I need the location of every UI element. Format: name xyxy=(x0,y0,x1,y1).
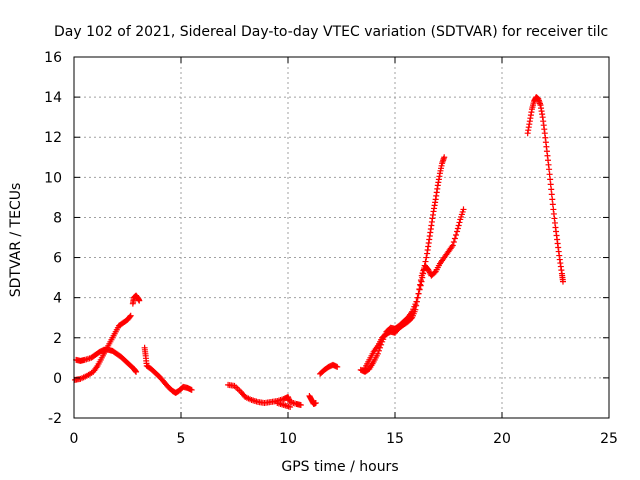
data-point xyxy=(413,302,420,309)
data-point xyxy=(449,242,456,249)
data-point xyxy=(127,312,134,319)
y-tick-label: -2 xyxy=(48,411,62,427)
y-tick-label: 14 xyxy=(44,90,62,106)
x-tick-label: 15 xyxy=(386,431,404,447)
data-point xyxy=(460,206,467,213)
data-point xyxy=(547,181,554,188)
series-arc-8 xyxy=(317,361,341,377)
data-points xyxy=(72,94,566,410)
data-point xyxy=(454,225,461,232)
data-point xyxy=(451,235,458,242)
data-point xyxy=(548,191,555,198)
x-tick-label: 25 xyxy=(600,431,618,447)
y-tick-label: 12 xyxy=(44,130,62,146)
grid-lines xyxy=(74,57,609,418)
x-tick-label: 0 xyxy=(70,431,79,447)
data-point xyxy=(549,196,556,203)
y-tick-labels: -2 0 2 4 6 8 10 12 14 16 xyxy=(44,50,62,427)
data-point xyxy=(441,154,448,161)
x-axis-label: GPS time / hours xyxy=(281,459,398,475)
series-arc-1 xyxy=(72,312,134,383)
data-point xyxy=(413,298,420,305)
series-arc-11 xyxy=(524,94,566,285)
data-point xyxy=(454,228,461,235)
data-point xyxy=(415,290,422,297)
plot-frame xyxy=(73,56,610,419)
y-tick-label: 2 xyxy=(53,331,62,347)
series-arc-7 xyxy=(306,392,319,407)
data-point xyxy=(408,315,415,322)
data-point xyxy=(559,278,566,285)
y-tick-label: 10 xyxy=(44,170,62,186)
data-point xyxy=(548,186,555,193)
data-point xyxy=(549,201,556,208)
data-point xyxy=(287,403,294,410)
data-point xyxy=(450,239,457,246)
data-point xyxy=(417,281,424,288)
x-tick-labels: 0 5 10 15 20 25 xyxy=(70,431,618,447)
x-tick-label: 10 xyxy=(279,431,297,447)
series-arc-5 xyxy=(225,381,304,408)
data-point xyxy=(188,386,195,393)
data-point xyxy=(297,401,304,408)
data-point xyxy=(417,277,424,284)
data-point xyxy=(412,306,419,313)
data-point xyxy=(126,313,133,320)
data-point xyxy=(431,269,438,276)
y-tick-label: 8 xyxy=(53,210,62,226)
y-tick-label: 4 xyxy=(53,291,62,307)
y-tick-label: 0 xyxy=(53,371,62,387)
data-point xyxy=(374,350,381,357)
data-point xyxy=(546,171,553,178)
data-point xyxy=(414,294,421,301)
data-point xyxy=(546,166,553,173)
series-arc-4 xyxy=(141,344,195,396)
data-point xyxy=(136,297,143,304)
axis-ticks xyxy=(73,56,610,419)
series-arc-10 xyxy=(362,206,467,371)
data-point xyxy=(452,231,459,238)
data-point xyxy=(456,219,463,226)
data-point xyxy=(133,368,140,375)
chart-title: Day 102 of 2021, Sidereal Day-to-day VTE… xyxy=(54,24,608,40)
data-point xyxy=(547,176,554,183)
y-axis-label: SDTVAR / TECUs xyxy=(8,183,24,298)
x-tick-label: 5 xyxy=(177,431,186,447)
y-tick-label: 16 xyxy=(44,50,62,66)
x-tick-label: 20 xyxy=(493,431,511,447)
data-point xyxy=(416,286,423,293)
data-point xyxy=(423,254,430,261)
y-tick-label: 6 xyxy=(53,251,62,267)
series-arc-3 xyxy=(129,292,143,307)
series-arc-9 xyxy=(357,154,448,375)
data-point xyxy=(455,222,462,229)
series-arc-6 xyxy=(274,399,294,410)
series-arc-2 xyxy=(73,346,140,375)
data-point xyxy=(312,399,319,406)
data-point xyxy=(334,363,341,370)
